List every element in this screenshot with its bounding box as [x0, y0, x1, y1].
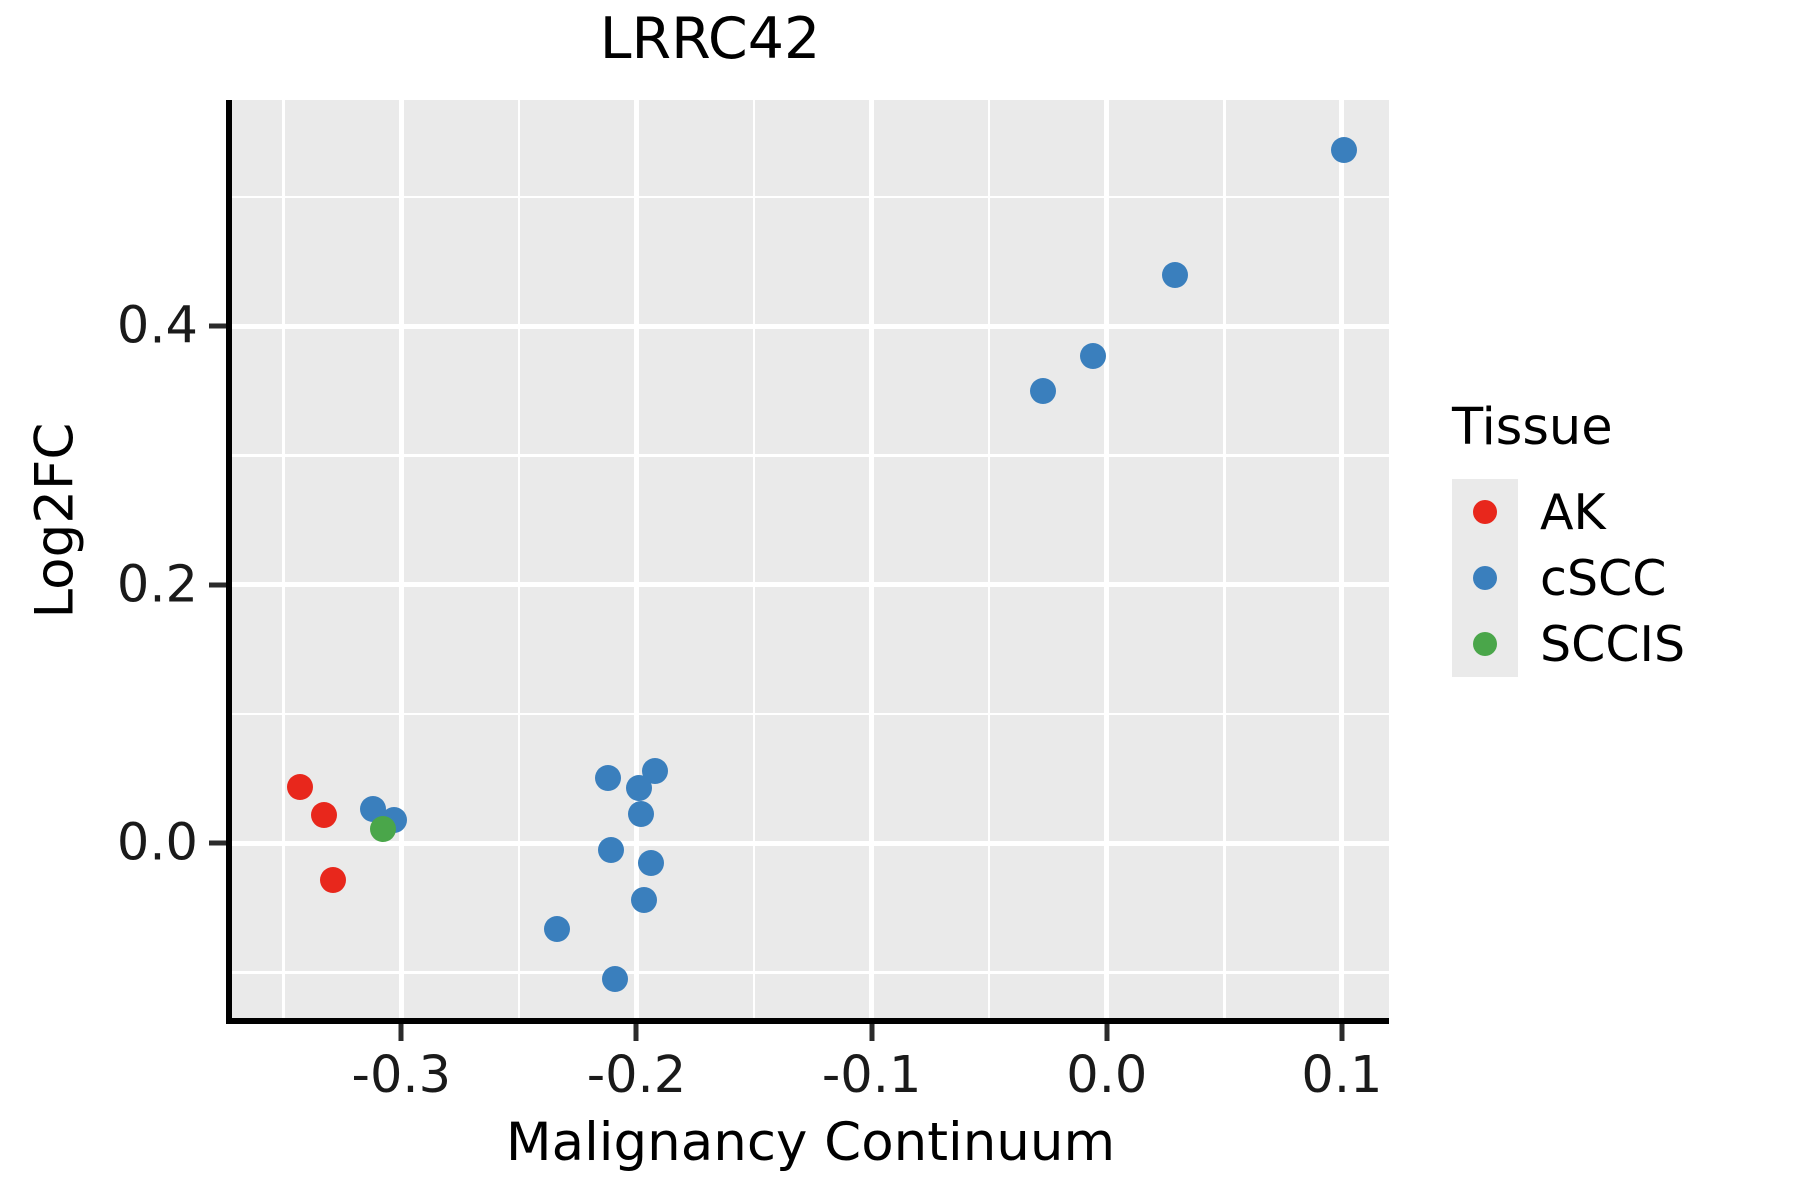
- y-tick-mark: [209, 582, 226, 588]
- y-tick-label: 0.2: [116, 555, 198, 615]
- x-tick-mark: [633, 1024, 639, 1041]
- data-point-cscc: [602, 966, 629, 993]
- gridline-major-horizontal: [232, 323, 1389, 329]
- gridline-major-vertical: [398, 100, 404, 1018]
- gridline-minor-horizontal: [232, 971, 1389, 974]
- gridline-minor-vertical: [282, 100, 285, 1018]
- legend: Tissue AK cSCC SCCIS: [1452, 398, 1782, 677]
- x-tick-label: 0.1: [1301, 1046, 1383, 1105]
- gridline-major-horizontal: [232, 840, 1389, 846]
- x-tick-mark: [1339, 1024, 1345, 1041]
- x-axis-line: [226, 1018, 1389, 1024]
- legend-items: AK cSCC SCCIS: [1452, 479, 1782, 677]
- y-axis-line: [226, 100, 232, 1024]
- data-point-cscc: [595, 764, 622, 791]
- data-point-ak: [310, 802, 337, 828]
- data-point-sccis: [369, 816, 396, 843]
- page-title: LRRC42: [599, 6, 821, 72]
- data-point-cscc: [1162, 261, 1188, 288]
- data-point-ak: [320, 866, 347, 893]
- legend-item-cscc[interactable]: cSCC: [1452, 545, 1782, 611]
- y-tick-mark: [209, 323, 226, 329]
- legend-key-swatch: [1452, 479, 1518, 545]
- legend-dot-icon: [1473, 500, 1497, 524]
- data-point-cscc: [597, 836, 624, 863]
- legend-item-label: cSCC: [1540, 549, 1667, 607]
- x-axis-title: Malignancy Continuum: [505, 1112, 1116, 1173]
- data-point-cscc: [1030, 377, 1057, 404]
- data-point-cscc: [637, 849, 664, 876]
- data-point-cscc: [1079, 343, 1106, 369]
- gridline-minor-horizontal: [232, 454, 1389, 457]
- gridline-major-vertical: [1339, 100, 1345, 1018]
- x-tick-mark: [1104, 1024, 1110, 1041]
- legend-title: Tissue: [1452, 398, 1613, 457]
- legend-dot-icon: [1473, 632, 1497, 656]
- gridline-major-vertical: [869, 100, 875, 1018]
- y-tick-label: 0.4: [116, 296, 198, 356]
- x-tick-mark: [398, 1024, 404, 1041]
- gridline-major-horizontal: [232, 582, 1389, 588]
- x-tick-label: -0.2: [586, 1046, 687, 1105]
- gridline-minor-vertical: [752, 100, 756, 1018]
- legend-item-sccis[interactable]: SCCIS: [1452, 611, 1782, 677]
- x-tick-label: -0.3: [351, 1046, 452, 1105]
- gridline-minor-horizontal: [232, 195, 1389, 199]
- data-point-cscc: [543, 915, 570, 942]
- plot-panel: [232, 100, 1389, 1018]
- gridline-minor-vertical: [517, 100, 521, 1018]
- gridline-minor-vertical: [987, 100, 991, 1018]
- x-tick-label: -0.1: [821, 1046, 922, 1105]
- legend-item-label: AK: [1540, 483, 1606, 541]
- y-axis-title: Log2FC: [24, 422, 86, 619]
- legend-item-label: SCCIS: [1540, 615, 1686, 673]
- gridline-major-vertical: [1104, 100, 1110, 1018]
- gridline-major-vertical: [633, 100, 639, 1018]
- data-point-ak: [287, 773, 314, 800]
- x-tick-mark: [869, 1024, 875, 1041]
- gridline-minor-horizontal: [232, 712, 1389, 716]
- data-point-cscc: [642, 758, 669, 785]
- y-tick-label: 0.0: [116, 813, 198, 873]
- legend-key-swatch: [1452, 545, 1518, 611]
- x-tick-label: 0.0: [1066, 1046, 1148, 1105]
- legend-key-swatch: [1452, 611, 1518, 677]
- gridline-minor-vertical: [1223, 100, 1226, 1018]
- legend-item-ak[interactable]: AK: [1452, 479, 1782, 545]
- y-tick-mark: [209, 840, 226, 846]
- data-point-cscc: [628, 800, 655, 827]
- data-point-cscc: [1331, 137, 1358, 164]
- legend-dot-icon: [1473, 566, 1497, 590]
- data-point-cscc: [630, 887, 657, 914]
